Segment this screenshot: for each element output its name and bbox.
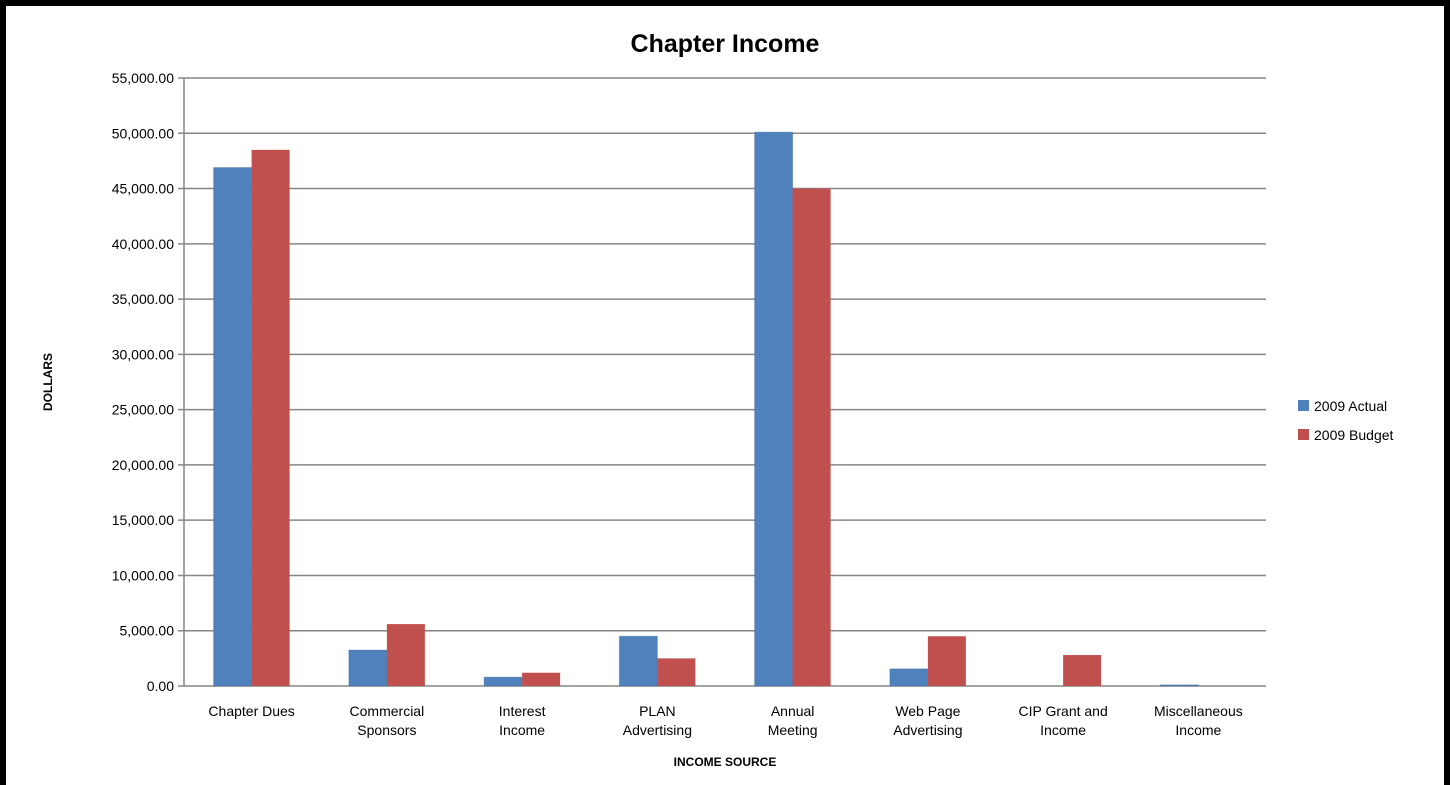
y-tick-label: 55,000.00 (112, 70, 174, 86)
y-tick-label: 30,000.00 (112, 346, 174, 362)
x-category-label: Interest Income (499, 703, 546, 738)
y-tick-label: 50,000.00 (112, 125, 174, 141)
y-tick-label: 20,000.00 (112, 457, 174, 473)
bar-2009-actual (889, 668, 929, 687)
y-tick-label: 40,000.00 (112, 236, 174, 252)
y-axis-title: DOLLARS (41, 353, 55, 411)
x-category-label: Commercial Sponsors (350, 703, 425, 738)
bar-2009-actual (1159, 684, 1199, 687)
y-tick-label: 0.00 (147, 678, 174, 694)
x-category-label: Annual Meeting (768, 703, 818, 738)
legend-label: 2009 Budget (1314, 427, 1394, 443)
bar-2009-budget (386, 624, 425, 686)
bar-2009-budget (522, 672, 561, 686)
y-tick-label: 45,000.00 (112, 181, 174, 197)
bar-2009-actual (213, 167, 253, 687)
y-tick-labels: 0.00 5,000.00 10,000.00 15,000.00 20,000.00 2… (112, 70, 175, 694)
x-category-label: Chapter Dues (208, 703, 294, 719)
bar-2009-budget (1063, 655, 1102, 686)
chart-title: Chapter Income (631, 30, 820, 58)
y-tick-label: 5,000.00 (120, 623, 175, 639)
bar-2009-budget (251, 149, 290, 686)
x-axis-title: INCOME SOURCE (674, 755, 777, 769)
x-category-label: Web Page Advertising (893, 703, 962, 738)
x-category-label: CIP Grant and Income (1019, 703, 1108, 738)
bar-2009-budget (792, 188, 831, 686)
y-tick-label: 10,000.00 (112, 567, 174, 583)
x-category-labels: Chapter Dues Commercial Sponsors Interest In… (208, 703, 1242, 738)
bar-2009-actual (618, 635, 658, 687)
bar-2009-actual (348, 649, 388, 687)
x-category-label: Miscellaneous Income (1154, 703, 1243, 738)
y-tick-label: 35,000.00 (112, 291, 174, 307)
bar-2009-actual (754, 131, 794, 687)
x-category-label: PLAN Advertising (623, 703, 692, 738)
bars (213, 131, 1199, 687)
legend-label: 2009 Actual (1314, 398, 1387, 414)
bar-2009-budget (657, 658, 696, 686)
y-tick-label: 25,000.00 (112, 402, 174, 418)
legend-swatch (1298, 400, 1309, 411)
bar-2009-budget (927, 636, 966, 686)
legend: 2009 Actual 2009 Budget (1298, 398, 1394, 443)
legend-swatch (1298, 429, 1309, 440)
bar-2009-actual (483, 676, 523, 687)
gridlines (178, 77, 1266, 687)
y-tick-label: 15,000.00 (112, 512, 174, 528)
